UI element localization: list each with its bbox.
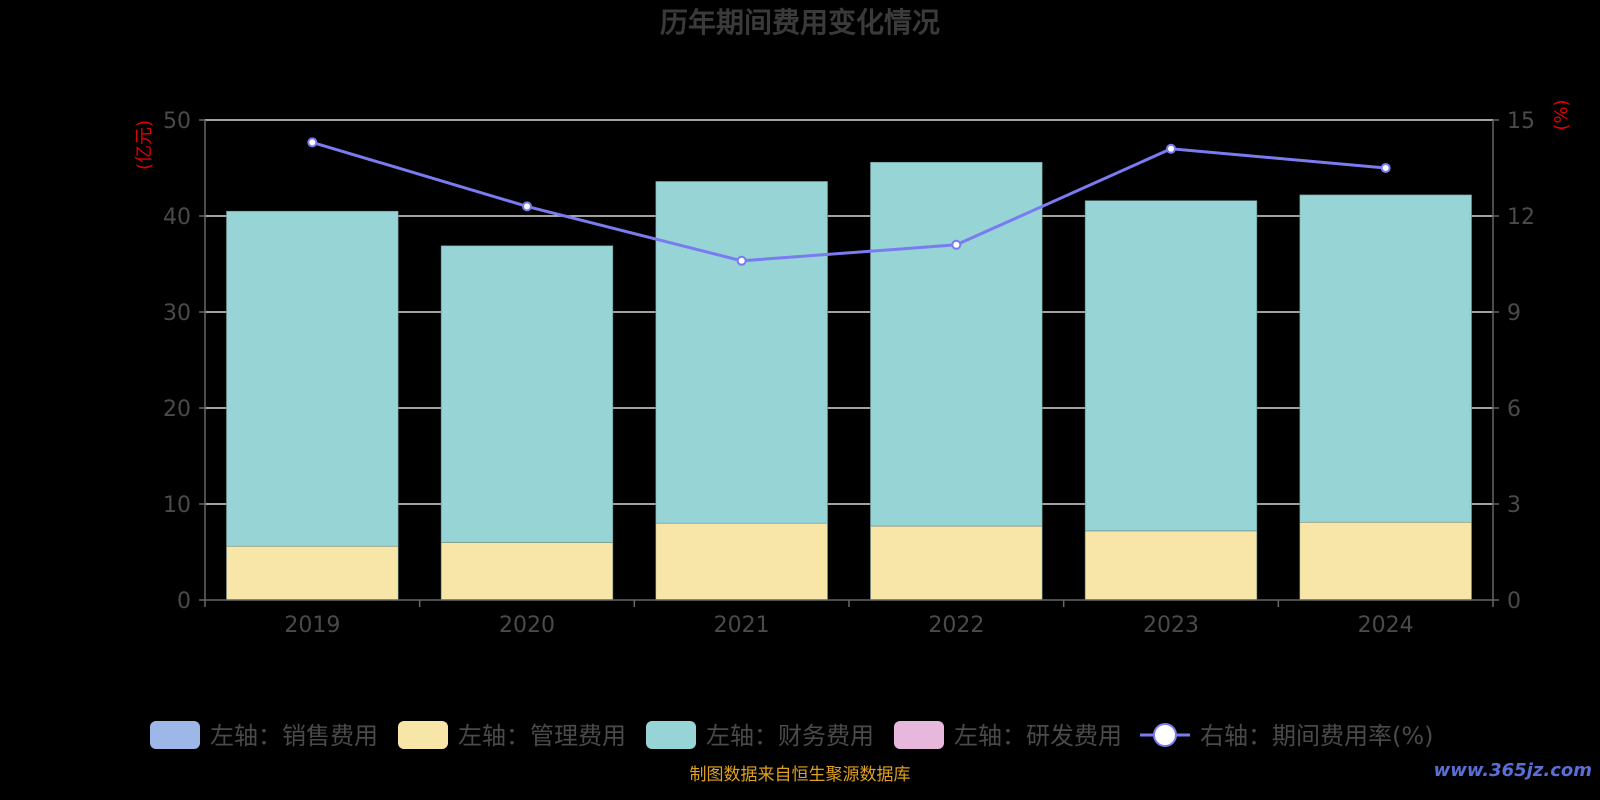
legend-swatch xyxy=(150,721,200,749)
x-axis-tick-label: 2022 xyxy=(928,613,984,638)
grid-lines xyxy=(205,119,1493,505)
legend: 左轴：销售费用 左轴：管理费用 左轴：财务费用 左轴：研发费用 右轴：期间费用率(%) xyxy=(150,721,1434,750)
bar-segment xyxy=(440,245,614,543)
right-axis-tick-label: 0 xyxy=(1507,589,1521,614)
right-axis-tick-label: 3 xyxy=(1507,493,1521,518)
legend-label: 左轴：管理费用 xyxy=(458,722,626,750)
legend-marker-icon xyxy=(1153,723,1177,747)
axes: 0 10 20 30 40 50 0 3 6 9 12 15 2019 2020 2021 2022 2023 2… xyxy=(163,109,1535,638)
rate-point xyxy=(1166,143,1176,154)
bar-segment xyxy=(1084,200,1258,532)
right-axis-tick-label: 6 xyxy=(1507,397,1521,422)
line-series xyxy=(307,137,1391,266)
bar-segment xyxy=(870,525,1043,601)
right-axis-tick-label: 15 xyxy=(1507,109,1535,134)
bar-segment xyxy=(655,522,828,601)
legend-swatch xyxy=(894,721,944,749)
bar-series xyxy=(226,161,1472,601)
chart-title: 历年期间费用变化情况 xyxy=(660,6,940,39)
left-axis-unit: (亿元) xyxy=(134,120,155,170)
left-axis-tick-label: 10 xyxy=(163,493,191,518)
rate-point xyxy=(307,137,318,148)
bar-segment xyxy=(655,181,828,524)
left-axis-tick-label: 30 xyxy=(163,301,191,326)
watermark: www.365jz.com xyxy=(1434,760,1592,781)
legend-swatch xyxy=(646,721,696,749)
right-axis-unit: (%) xyxy=(1551,99,1572,130)
x-axis-tick-label: 2023 xyxy=(1143,613,1199,638)
right-axis-tick-label: 9 xyxy=(1507,301,1521,326)
rate-point xyxy=(1380,163,1391,173)
left-axis-tick-label: 40 xyxy=(163,205,191,230)
rate-point xyxy=(951,239,962,250)
rate-point xyxy=(736,255,747,266)
legend-label: 左轴：研发费用 xyxy=(954,722,1122,750)
right-axis-tick-label: 12 xyxy=(1507,205,1535,230)
bar-segment xyxy=(1299,521,1472,601)
x-axis-tick-label: 2019 xyxy=(284,613,340,638)
left-axis-tick-label: 20 xyxy=(163,397,191,422)
bar-segment xyxy=(1084,530,1258,601)
bar-segment xyxy=(440,542,614,601)
bar-segment xyxy=(226,545,399,601)
x-axis-tick-label: 2021 xyxy=(714,613,770,638)
data-source-note: 制图数据来自恒生聚源数据库 xyxy=(690,765,911,785)
bar-segment xyxy=(870,161,1043,527)
bar-segment xyxy=(226,210,399,547)
legend-label: 左轴：财务费用 xyxy=(706,722,874,750)
left-axis-tick-label: 0 xyxy=(177,589,191,614)
rate-line xyxy=(311,140,1386,263)
x-axis-tick-label: 2024 xyxy=(1358,613,1414,638)
legend-label: 右轴：期间费用率(%) xyxy=(1200,722,1434,750)
left-axis-tick-label: 50 xyxy=(163,109,191,134)
legend-swatch xyxy=(398,721,448,749)
legend-label: 左轴：销售费用 xyxy=(210,722,378,750)
x-axis-tick-label: 2020 xyxy=(499,613,555,638)
bar-segment xyxy=(1299,194,1472,523)
rate-point xyxy=(522,201,532,212)
